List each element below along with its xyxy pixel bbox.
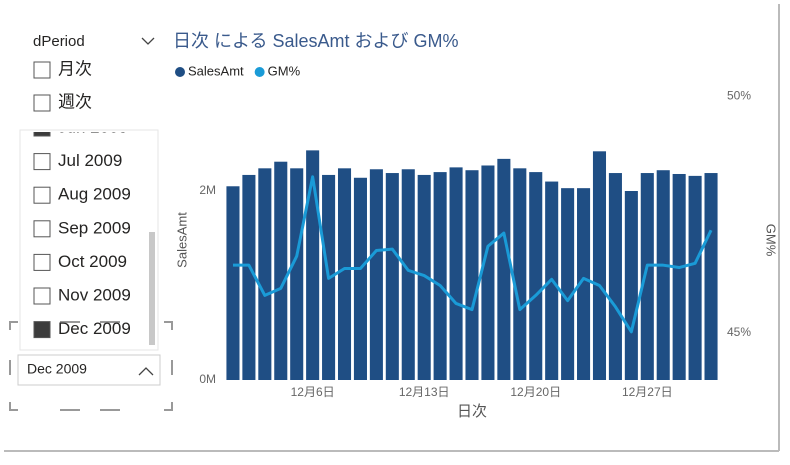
x-axis-title: 日次 [457, 403, 487, 420]
x-tick-label: 12月13日 [399, 385, 450, 399]
legend-marker [254, 67, 265, 77]
bar [449, 167, 463, 380]
bar [242, 174, 256, 380]
y-axis-title: SalesAmt [174, 212, 189, 268]
legend-marker [175, 67, 185, 77]
selection-handles [9, 321, 173, 411]
bar [672, 173, 686, 380]
checkbox[interactable] [33, 120, 51, 137]
legend-label: SalesAmt [188, 63, 244, 78]
bar [369, 169, 383, 380]
bar [561, 188, 575, 380]
x-tick-label: 12月6日 [291, 385, 335, 399]
x-tick-label: 12月27日 [622, 385, 673, 399]
x-tick-label: 12月20日 [510, 385, 561, 399]
bar [417, 174, 431, 380]
bar [337, 168, 352, 380]
bar [640, 173, 654, 380]
line [232, 175, 713, 334]
bar [290, 168, 304, 380]
bar [513, 168, 527, 380]
slicer-list: Jun 2009 Jul 2009 Aug 2009 Sep 2009 Oct 2009… [33, 117, 131, 339]
slicer-item-label: 月次 [58, 59, 92, 78]
chart-title: 日次 による SalesAmt および GM% [173, 31, 459, 51]
y-tick-label: 2M [199, 183, 216, 197]
y2-tick-label: 45% [727, 325, 751, 339]
bar [226, 186, 240, 380]
slicer-item-label: Sep 2009 [58, 218, 131, 237]
legend-label: GM% [268, 63, 301, 78]
bar [258, 168, 272, 380]
bar [385, 173, 399, 380]
bar [353, 177, 367, 380]
checkbox[interactable] [33, 220, 51, 238]
bar [529, 172, 543, 380]
checkbox[interactable] [33, 153, 51, 171]
y2-axis-title: GM% [764, 224, 779, 257]
bar [401, 169, 415, 380]
bar [704, 173, 718, 380]
slicer-list-box [19, 129, 159, 351]
bar [433, 172, 447, 380]
dropdown[interactable] [17, 354, 161, 386]
dropdown-value: Dec 2009 [27, 361, 87, 377]
bar [497, 158, 511, 380]
bar [656, 170, 670, 380]
bar [688, 175, 702, 380]
slicer-item-label: Dec 2009 [58, 319, 131, 338]
slicer-item-label: Nov 2009 [58, 285, 131, 304]
bar [624, 191, 638, 380]
checkbox[interactable] [33, 94, 51, 112]
bar [274, 161, 288, 380]
checkbox[interactable] [33, 186, 51, 204]
slicer-item-label: Jul 2009 [58, 151, 122, 170]
slicer-item-label: Oct 2009 [58, 252, 127, 271]
checkbox[interactable] [33, 287, 51, 305]
checkbox[interactable] [33, 61, 51, 79]
bar [306, 150, 320, 380]
slicer-collapse[interactable] [141, 37, 155, 45]
bar [577, 188, 591, 380]
slicer-item-label: 週次 [58, 92, 92, 111]
chart: 日次 による SalesAmt および GM% 日次 SalesAmt GM% … [173, 31, 779, 420]
scrollbar[interactable] [149, 232, 155, 345]
y2-tick-label: 50% [727, 89, 751, 103]
slicer-title: dPeriod [33, 33, 85, 50]
bar [608, 173, 622, 380]
bar [481, 165, 495, 380]
checkbox[interactable] [33, 321, 51, 339]
bar [592, 151, 607, 380]
checkbox[interactable] [33, 253, 51, 271]
y-tick-label: 0M [199, 372, 216, 386]
slicer-item-label: Aug 2009 [58, 185, 131, 204]
dropdown-arrow[interactable] [138, 367, 154, 376]
slicer-item-label: Jun 2009 [58, 117, 128, 136]
bar [465, 170, 479, 380]
